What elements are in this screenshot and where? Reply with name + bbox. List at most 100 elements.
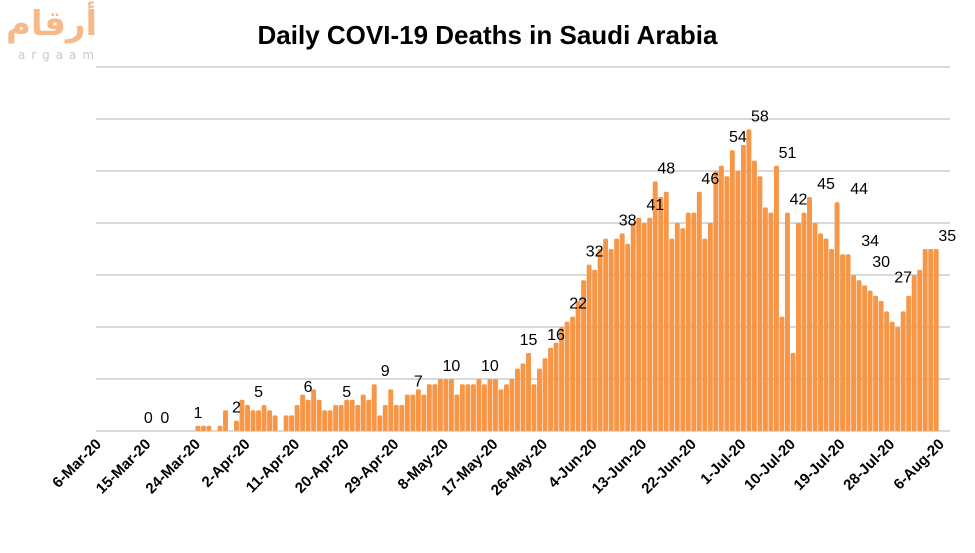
- bar: [509, 379, 515, 431]
- bar: [426, 384, 432, 431]
- bar: [773, 165, 779, 432]
- bar: [492, 379, 498, 431]
- bar: [382, 405, 388, 431]
- data-label: 54: [729, 129, 747, 146]
- bar: [641, 223, 647, 431]
- bar: [564, 321, 570, 431]
- data-label: 42: [790, 192, 808, 209]
- bar: [829, 249, 834, 431]
- bar: [432, 384, 438, 431]
- data-label: 15: [520, 332, 538, 349]
- bar: [526, 353, 531, 431]
- data-label: 46: [701, 171, 719, 188]
- bar: [311, 389, 317, 431]
- bar: [933, 249, 939, 431]
- bar: [388, 389, 394, 431]
- bar: [884, 311, 890, 431]
- argaam-logo: أرقام argaam: [4, 4, 124, 62]
- data-label: 32: [586, 244, 604, 261]
- bar: [718, 165, 724, 432]
- bar: [581, 280, 587, 431]
- bar: [818, 233, 823, 431]
- data-label: 41: [646, 197, 664, 214]
- bar: [300, 394, 306, 431]
- bar: [223, 410, 228, 431]
- bar: [840, 254, 846, 431]
- bar: [559, 327, 565, 431]
- bar: [283, 415, 289, 431]
- bar: [917, 269, 923, 431]
- bar: [878, 301, 884, 431]
- data-label: 35: [938, 228, 956, 245]
- bar: [845, 254, 851, 431]
- bar: [603, 238, 609, 431]
- bar: [399, 405, 405, 431]
- bar: [647, 217, 653, 431]
- bar: [459, 384, 465, 431]
- bar: [586, 264, 592, 431]
- data-label: 51: [779, 145, 797, 162]
- logo-arabic-text: أرقام: [6, 4, 98, 44]
- bar: [443, 379, 449, 431]
- bar: [272, 415, 278, 431]
- data-label: 1: [193, 405, 202, 422]
- data-label: 27: [894, 270, 912, 287]
- bar: [250, 410, 256, 431]
- bar: [360, 394, 366, 431]
- data-label: 16: [547, 327, 565, 344]
- x-axis-tick-labels: 6-Mar-2015-Mar-2024-Mar-202-Apr-2011-Apr…: [49, 436, 948, 499]
- bar: [448, 379, 454, 431]
- bar: [691, 212, 697, 431]
- bar: [658, 197, 664, 431]
- chart-title: Daily COVI-19 Deaths in Saudi Arabia: [257, 20, 718, 50]
- bar: [537, 368, 542, 431]
- bar: [696, 191, 702, 431]
- bar: [206, 425, 212, 431]
- bar: [724, 176, 730, 431]
- data-label: 48: [657, 160, 675, 177]
- bar: [294, 405, 300, 431]
- bar: [465, 384, 471, 431]
- bar: [487, 379, 493, 431]
- bar: [680, 228, 686, 431]
- bar: [531, 384, 537, 431]
- bar: [785, 212, 790, 431]
- bar: [751, 160, 757, 431]
- bar: [685, 212, 691, 431]
- data-label: 22: [569, 296, 587, 313]
- bar: [652, 181, 658, 431]
- bar: [520, 363, 526, 431]
- bar: [498, 389, 504, 431]
- data-label: 6: [304, 379, 313, 396]
- bar: [895, 327, 901, 431]
- bar: [625, 243, 631, 431]
- data-label: 0: [144, 410, 153, 427]
- data-label: 45: [817, 176, 835, 193]
- logo-latin-text: argaam: [18, 48, 101, 62]
- bar: [779, 316, 785, 431]
- bar: [762, 207, 768, 431]
- bar: [349, 399, 355, 431]
- bar: [906, 295, 912, 431]
- bar: [796, 223, 801, 431]
- bar: [592, 269, 598, 431]
- bar: [801, 212, 807, 431]
- bar: [261, 405, 267, 431]
- bar: [823, 238, 829, 431]
- data-label: 58: [751, 108, 769, 125]
- bar: [421, 394, 427, 431]
- bar: [289, 415, 295, 431]
- bar: [812, 223, 818, 431]
- bar: [200, 425, 206, 431]
- bar: [542, 358, 548, 431]
- bar: [454, 394, 460, 431]
- bar: [889, 321, 895, 431]
- bar: [674, 223, 680, 431]
- bar: [476, 379, 482, 431]
- bar: [790, 353, 796, 431]
- bar: [366, 399, 372, 431]
- bar: [900, 311, 906, 431]
- bar: [322, 410, 328, 431]
